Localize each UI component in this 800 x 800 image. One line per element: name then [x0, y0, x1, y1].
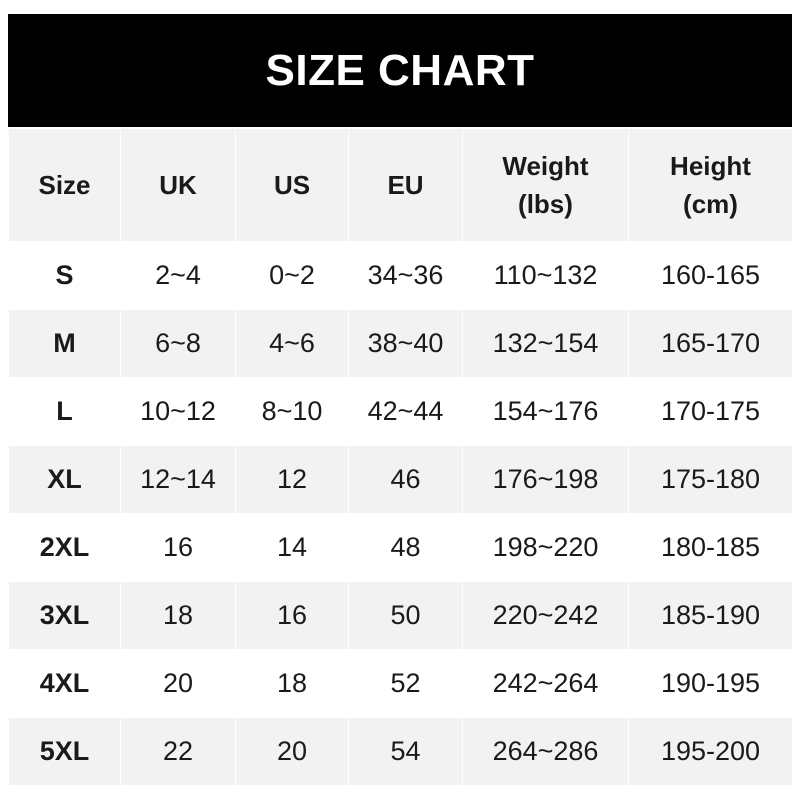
table-cell: 20 [120, 649, 236, 718]
size-cell: 2XL [8, 513, 121, 582]
table-cell: 16 [235, 581, 349, 650]
size-cell: M [8, 309, 121, 378]
table-cell: 198~220 [462, 513, 629, 582]
table-cell: 12~14 [120, 445, 236, 514]
table-cell: 8~10 [235, 377, 349, 446]
column-header: EU [348, 128, 463, 242]
table-cell: 165-170 [628, 309, 793, 378]
table-cell: 132~154 [462, 309, 629, 378]
table-cell: 175-180 [628, 445, 793, 514]
table-row: M 6~8 4~6 38~40 132~154 165-170 [8, 309, 793, 378]
size-cell: 5XL [8, 717, 121, 786]
table-cell: 195-200 [628, 717, 793, 786]
table-cell: 14 [235, 513, 349, 582]
table-row: 4XL 20 18 52 242~264 190-195 [8, 649, 793, 718]
table-row: L 10~12 8~10 42~44 154~176 170-175 [8, 377, 793, 446]
table-row: 5XL 22 20 54 264~286 195-200 [8, 717, 793, 786]
size-cell: XL [8, 445, 121, 514]
table-cell: 42~44 [348, 377, 463, 446]
table-cell: 2~4 [120, 241, 236, 310]
table-cell: 0~2 [235, 241, 349, 310]
table-cell: 176~198 [462, 445, 629, 514]
table-cell: 264~286 [462, 717, 629, 786]
size-cell: L [8, 377, 121, 446]
table-cell: 12 [235, 445, 349, 514]
table-cell: 220~242 [462, 581, 629, 650]
table-cell: 242~264 [462, 649, 629, 718]
size-cell: 4XL [8, 649, 121, 718]
table-cell: 48 [348, 513, 463, 582]
size-table: Size UK US EU Weight (lbs) Height (cm) S 2~4 0~… [8, 128, 793, 786]
table-cell: 18 [235, 649, 349, 718]
column-header: UK [120, 128, 236, 242]
header-row: Size UK US EU Weight (lbs) Height (cm) [8, 128, 793, 242]
table-cell: 20 [235, 717, 349, 786]
table-cell: 22 [120, 717, 236, 786]
size-chart-title: SIZE CHART [8, 14, 792, 127]
table-cell: 54 [348, 717, 463, 786]
table-cell: 185-190 [628, 581, 793, 650]
size-cell: S [8, 241, 121, 310]
table-cell: 38~40 [348, 309, 463, 378]
table-cell: 110~132 [462, 241, 629, 310]
table-cell: 6~8 [120, 309, 236, 378]
table-cell: 160-165 [628, 241, 793, 310]
table-cell: 10~12 [120, 377, 236, 446]
column-header: Weight (lbs) [462, 128, 629, 242]
table-cell: 50 [348, 581, 463, 650]
table-cell: 18 [120, 581, 236, 650]
table-cell: 46 [348, 445, 463, 514]
table-cell: 180-185 [628, 513, 793, 582]
table-cell: 190-195 [628, 649, 793, 718]
table-cell: 52 [348, 649, 463, 718]
column-header: US [235, 128, 349, 242]
column-header: Size [8, 128, 121, 242]
column-header: Height (cm) [628, 128, 793, 242]
table-cell: 4~6 [235, 309, 349, 378]
table-row: S 2~4 0~2 34~36 110~132 160-165 [8, 241, 793, 310]
table-cell: 154~176 [462, 377, 629, 446]
size-cell: 3XL [8, 581, 121, 650]
table-row: 2XL 16 14 48 198~220 180-185 [8, 513, 793, 582]
table-row: 3XL 18 16 50 220~242 185-190 [8, 581, 793, 650]
table-cell: 34~36 [348, 241, 463, 310]
table-cell: 170-175 [628, 377, 793, 446]
table-row: XL 12~14 12 46 176~198 175-180 [8, 445, 793, 514]
table-cell: 16 [120, 513, 236, 582]
